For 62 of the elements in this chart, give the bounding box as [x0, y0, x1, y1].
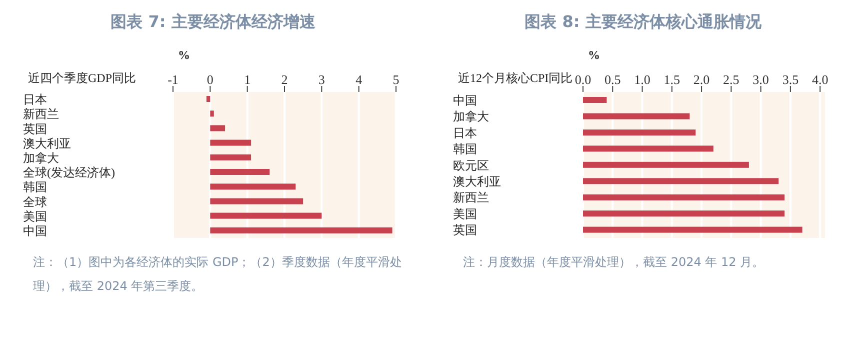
x-axis-title: %	[588, 48, 600, 63]
bar	[210, 212, 322, 219]
y-tick-label: 新西兰	[23, 107, 59, 122]
y-tick-label: 全球(发达经济体)	[23, 166, 115, 180]
y-tick-label: 美国	[23, 209, 47, 224]
x-tick-label: 3.5	[782, 72, 799, 87]
bar	[210, 125, 226, 132]
x-tick-label: 0.0	[574, 72, 592, 87]
bar	[210, 140, 252, 146]
y-tick-label: 加拿大	[453, 110, 489, 124]
bar	[210, 198, 304, 204]
bar	[210, 184, 296, 190]
y-tick-label: 中国	[453, 93, 477, 108]
x-tick-label: 2.0	[693, 72, 710, 87]
bar	[583, 194, 785, 200]
y-tick-label: 新西兰	[453, 190, 489, 205]
bar	[583, 226, 802, 233]
bar	[210, 227, 392, 234]
y-tick-label: 英国	[23, 122, 47, 136]
x-tick-label: 4.0	[812, 72, 828, 87]
text: 注：月度数据（年度平滑处理），截至 2024 年 12 月。	[463, 254, 766, 271]
y-tick-label: 欧元区	[453, 158, 489, 172]
y-tick-label: 美国	[453, 206, 477, 221]
x-tick-label: 4	[356, 72, 363, 87]
bar	[583, 113, 690, 120]
bar	[210, 169, 270, 175]
y-tick-label: 加拿大	[23, 150, 59, 165]
bar	[583, 146, 714, 152]
y-tick-label: 韩国	[23, 180, 47, 194]
bar	[583, 210, 785, 217]
x-tick-label: 3	[318, 72, 325, 87]
text: 注：（1）图中为各经济体的实际 GDP；（2）季度数据（年度平滑处理），截至 2024 年第三季度。	[33, 254, 403, 295]
chart-title: 图表 7: 主要经济体经济增速	[110, 11, 316, 33]
y-tick-label: 韩国	[453, 142, 477, 156]
bar	[583, 162, 749, 168]
x-tick-label: 1	[244, 72, 251, 87]
y-tick-label: 英国	[453, 223, 477, 238]
y-tick-label: 日本	[23, 92, 47, 107]
y-tick-label: 澳大利亚	[23, 136, 71, 150]
x-tick-label: -1	[168, 72, 178, 87]
x-tick-label: 2.5	[723, 72, 740, 87]
x-tick-label: 0.5	[604, 72, 621, 87]
bar	[583, 129, 696, 136]
chart-title: 图表 8: 主要经济体核心通胀情况	[524, 11, 762, 33]
y-tick-label: 日本	[453, 126, 477, 140]
y-axis-title: 近12个月核心CPI同比	[458, 70, 573, 87]
y-tick-label: 中国	[23, 224, 47, 238]
y-tick-label: 全球	[23, 194, 47, 209]
bar	[583, 97, 607, 103]
x-tick-label: 1.0	[634, 72, 650, 87]
y-axis-title: 近四个季度GDP同比	[28, 70, 136, 87]
y-tick-label: 澳大利亚	[453, 174, 501, 188]
bar	[210, 110, 214, 117]
bar	[583, 178, 779, 184]
x-tick-label: 1.5	[664, 72, 680, 87]
x-tick-label: 5	[392, 72, 400, 87]
x-tick-label: 2	[281, 72, 288, 87]
bar	[206, 96, 210, 102]
x-tick-label: 0	[206, 72, 214, 87]
bar	[210, 154, 252, 160]
x-tick-label: 3.0	[752, 72, 769, 87]
x-axis-title: %	[178, 48, 190, 63]
